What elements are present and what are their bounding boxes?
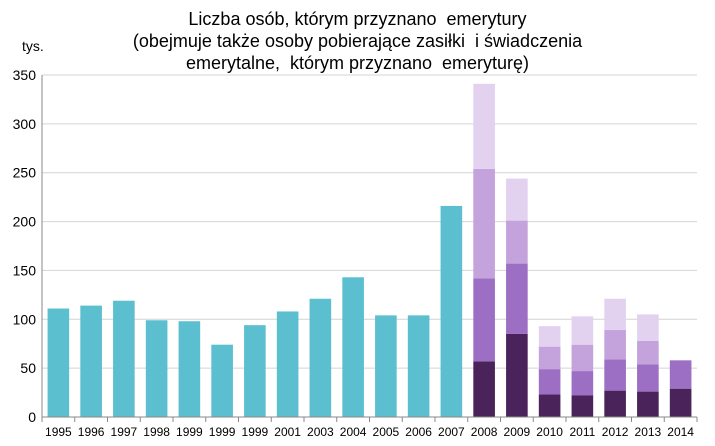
bar-segment	[571, 395, 594, 417]
bar-segment	[604, 359, 626, 391]
bar-segment	[637, 364, 659, 392]
bar-segment	[506, 333, 528, 417]
chart-title-line-2: (obejmuje także osoby pobierające zasiłk…	[132, 31, 583, 51]
y-axis-unit-label: tys.	[22, 38, 44, 54]
x-tick-label: 1998	[143, 425, 170, 439]
y-tick-label: 150	[13, 262, 37, 278]
x-tick-label: 2012	[602, 425, 629, 439]
chart-title-line-1: Liczba osób, którym przyznano emerytury	[188, 9, 527, 29]
x-tick-label: 1997	[111, 425, 138, 439]
bar-segment	[637, 314, 659, 341]
x-tick-label: 2005	[373, 425, 400, 439]
y-tick-label: 100	[13, 311, 37, 327]
bar-segment	[538, 326, 561, 347]
bar-segment	[276, 311, 299, 417]
y-tick-label: 350	[13, 67, 37, 83]
bar-segment	[538, 369, 561, 395]
x-tick-label: 1999	[176, 425, 203, 439]
bar-segment	[604, 330, 626, 360]
bar-segment	[309, 298, 332, 417]
bar-segment	[604, 298, 626, 331]
y-tick-label: 50	[20, 360, 36, 376]
y-tick-label: 200	[13, 214, 37, 230]
y-tick-label: 0	[28, 409, 36, 425]
bar-segment	[375, 315, 397, 417]
x-tick-label: 2011	[569, 425, 595, 439]
bar-segment	[571, 344, 594, 372]
bar-segment	[47, 308, 70, 417]
bar-segment	[113, 300, 135, 417]
bar-segment	[538, 394, 561, 417]
bar-segment	[473, 361, 495, 417]
x-tick-label: 2006	[405, 425, 432, 439]
x-tick-label: 2010	[536, 425, 563, 439]
x-tick-label: 1996	[78, 425, 105, 439]
bar-segment	[669, 360, 692, 389]
x-tick-label: 2004	[340, 425, 367, 439]
bar-segment	[604, 390, 626, 417]
x-tick-label: 1999	[209, 425, 236, 439]
bar-segment	[211, 344, 233, 417]
x-tick-label: 2009	[504, 425, 531, 439]
bar-segment	[571, 371, 594, 396]
bar-segment	[440, 205, 463, 417]
x-tick-label: 2003	[307, 425, 334, 439]
bar-segment	[473, 83, 495, 169]
y-tick-label: 300	[13, 116, 37, 132]
y-tick-label: 250	[13, 165, 37, 181]
bar-segment	[506, 220, 528, 264]
x-tick-label: 1999	[242, 425, 269, 439]
bar-segment	[244, 325, 266, 417]
x-tick-label: 2013	[635, 425, 662, 439]
bar-segment	[669, 388, 692, 417]
x-tick-label: 2007	[438, 425, 465, 439]
bar-segment	[80, 305, 102, 417]
x-tick-label: 2014	[667, 425, 694, 439]
bar-segment	[506, 263, 528, 334]
bar-segment	[407, 315, 430, 417]
x-tick-label: 2008	[471, 425, 498, 439]
bar-segment	[473, 278, 495, 362]
chart-title-line-3: emerytalne, którym przyznano emeryturę)	[185, 53, 530, 73]
bar-segment	[571, 316, 594, 345]
bar-segment	[145, 320, 168, 417]
x-tick-label: 2001	[274, 425, 301, 439]
bar-segment	[342, 277, 364, 417]
x-tick-label: 1995	[45, 425, 72, 439]
bar-segment	[637, 340, 659, 365]
bar-segment	[178, 321, 201, 417]
bar-segment	[637, 391, 659, 417]
bar-segment	[506, 178, 528, 221]
bar-segment	[538, 346, 561, 370]
bar-segment	[473, 168, 495, 279]
